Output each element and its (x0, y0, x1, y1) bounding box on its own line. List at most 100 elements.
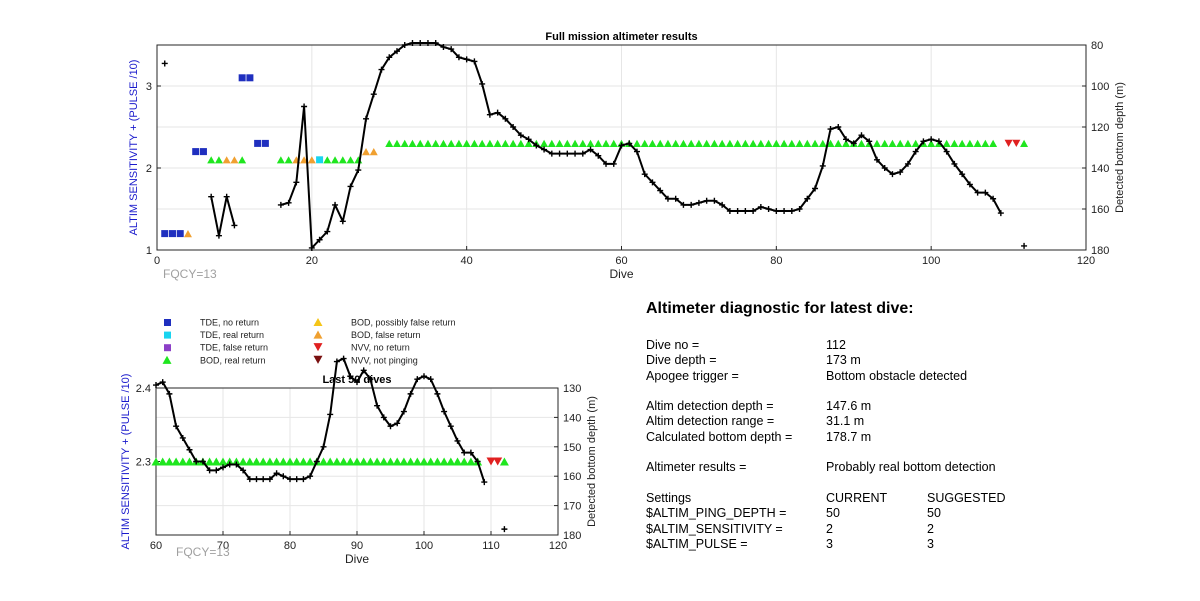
depth-point (517, 132, 524, 139)
depth-point (626, 140, 633, 147)
marker-bod-real-return (927, 139, 936, 147)
marker-bod-real-return (392, 139, 401, 147)
x-tick-label: 100 (415, 540, 433, 552)
diag-row-pulse: $ALTIM_PULSE = 3 3 (646, 537, 1166, 552)
marker-bod-real-return (485, 139, 494, 147)
marker-tde-no-return (161, 230, 169, 238)
marker-bod-real-return (258, 457, 268, 466)
depth-point (873, 156, 880, 163)
marker-bod-real-return (958, 139, 967, 147)
y-right-tick-label: 80 (1091, 40, 1103, 52)
marker-bod-real-return (725, 139, 734, 147)
marker-bod-real-return (888, 139, 897, 147)
ping-depth-suggested: 50 (927, 506, 941, 521)
depth-point (421, 373, 427, 380)
marker-bod-real-return (325, 457, 335, 466)
depth-point (959, 171, 966, 178)
altimeter-results-value: Probably real bottom detection (826, 460, 996, 475)
y-right-tick-label: 130 (563, 383, 581, 395)
marker-bod-real-return (687, 139, 696, 147)
marker-bod-real-return (764, 139, 773, 147)
depth-point (401, 42, 408, 48)
marker-bod-real-return (834, 139, 843, 147)
marker-bod-real-return (741, 139, 750, 147)
depth-point (928, 136, 935, 143)
marker-nvv-no-return (493, 457, 503, 466)
depth-point (812, 185, 819, 192)
marker-bod-real-return (787, 139, 796, 147)
x-tick-label: 0 (154, 255, 160, 267)
depth-point (835, 124, 842, 130)
marker-bod-real-return (602, 139, 611, 147)
diag-row-apogee: Apogee trigger = Bottom obstacle detecte… (646, 369, 1166, 384)
marker-bod-real-return (284, 156, 293, 164)
depth-point (657, 187, 664, 194)
y-left-tick-label: 2 (146, 163, 152, 175)
marker-bod-real-return (278, 457, 288, 466)
marker-bod-real-return (811, 139, 820, 147)
marker-tde-no-return (261, 139, 269, 147)
depth-point (471, 58, 478, 65)
marker-bod-real-return (453, 457, 462, 466)
depth-point (997, 210, 1004, 217)
marker-bod-real-return (205, 457, 215, 466)
depth-point (220, 464, 226, 471)
depth-point (843, 136, 850, 143)
marker-bod-real-return (431, 139, 440, 147)
marker-bod-real-return (509, 139, 518, 147)
depth-point (734, 208, 741, 215)
marker-bod-real-return (276, 156, 285, 164)
depth-point (226, 461, 233, 468)
depth-point (447, 423, 454, 430)
altimeter-diagnostic-panel: Altimeter diagnostic for latest dive: Di… (646, 300, 1166, 552)
depth-point (307, 473, 314, 480)
marker-bod-real-return (164, 457, 174, 466)
marker-bod-real-return (671, 139, 680, 147)
sensitivity-current: 2 (826, 521, 833, 536)
marker-bod-real-return (423, 139, 432, 147)
marker-bod-real-return (338, 156, 347, 164)
depth-point (781, 208, 788, 215)
depth-point (603, 160, 610, 167)
bottom-depth-line (280, 41, 1002, 251)
marker-tde-no-return (192, 148, 200, 156)
marker-bod-real-return (346, 156, 355, 164)
depth-point (246, 476, 253, 483)
depth-point (935, 138, 942, 145)
y-left-axis-label: ALTIM SENSITIVITY + (PULSE /10) (128, 60, 140, 236)
depth-point (324, 228, 331, 235)
depth-point (463, 56, 470, 63)
marker-bod-real-return (459, 457, 469, 466)
legend-swatch-square (164, 319, 171, 326)
depth-point (461, 449, 468, 456)
depth-point (316, 236, 323, 243)
marker-bod-false-return (300, 156, 309, 164)
marker-bod-real-return (339, 457, 349, 466)
depth-point (186, 446, 193, 453)
dive-depth-label: Dive depth = (646, 353, 717, 368)
depth-point (866, 138, 873, 145)
marker-bod-real-return (1020, 139, 1029, 147)
depth-point (804, 195, 811, 202)
bottom-depth-line (210, 196, 236, 236)
depth-point (287, 476, 293, 483)
marker-bod-real-return (880, 139, 889, 147)
marker-bod-real-return (694, 139, 703, 147)
marker-tde-no-return (168, 230, 176, 238)
depth-point (393, 48, 400, 55)
altim-detection-depth-label: Altim detection depth = (646, 399, 774, 414)
depth-point (407, 390, 414, 397)
dive-no-label: Dive no = (646, 338, 700, 352)
x-tick-label: 100 (922, 255, 940, 267)
settings-label: Settings (646, 490, 692, 505)
marker-bod-real-return (981, 139, 990, 147)
depth-point (703, 197, 710, 204)
diag-row-calc-depth: Calculated bottom depth = 178.7 m (646, 430, 1166, 445)
depth-point (765, 206, 772, 212)
marker-bod-real-return (872, 139, 881, 147)
depth-point (285, 199, 292, 206)
dive-depth-value: 173 m (826, 353, 861, 368)
marker-bod-real-return (663, 139, 672, 147)
depth-point (206, 467, 213, 474)
